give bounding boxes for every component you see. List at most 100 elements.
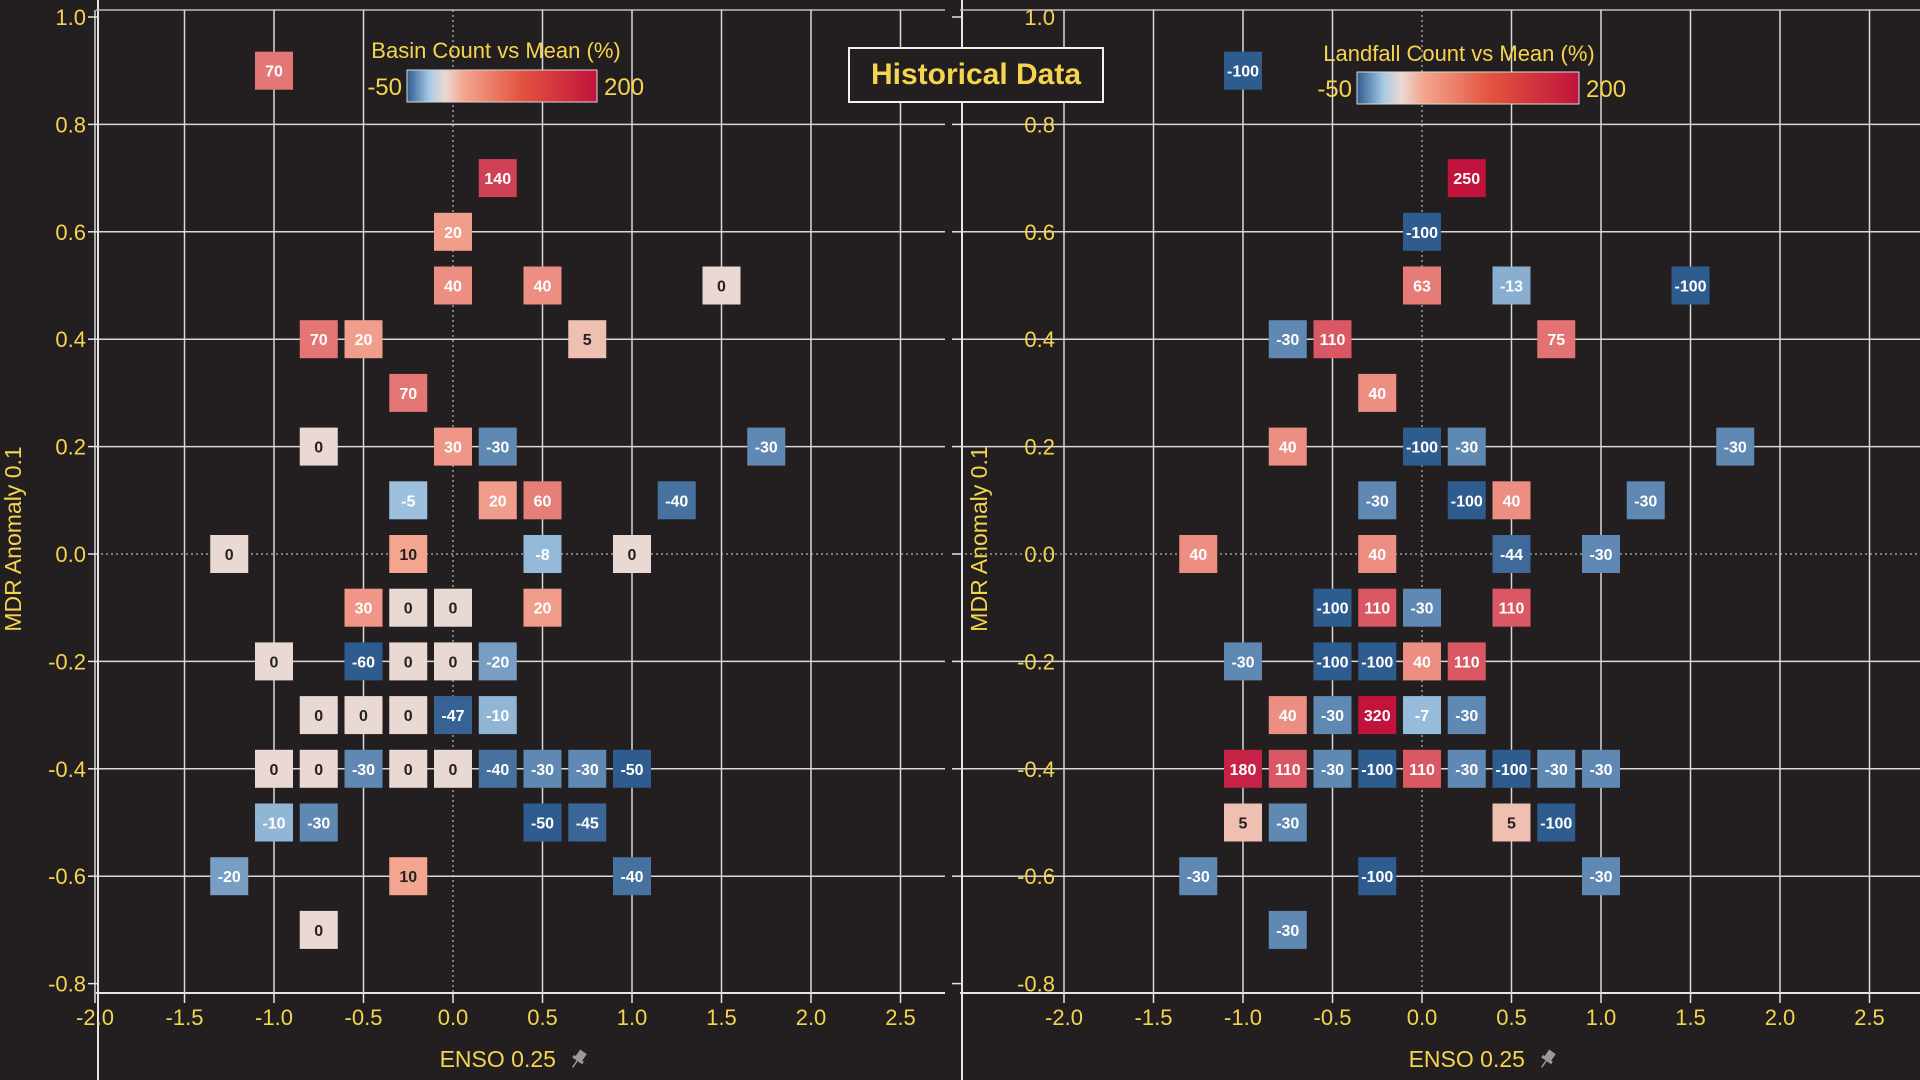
heatmap-cell-value: -100	[1316, 601, 1348, 618]
heatmap-cell-fill	[657, 481, 696, 520]
heatmap-cell: -30	[1224, 642, 1262, 681]
heatmap-cell: 75	[1537, 320, 1576, 359]
legend-min-label: -50	[367, 74, 402, 101]
heatmap-cell-fill	[1358, 749, 1397, 788]
heatmap-cell-fill	[478, 427, 517, 466]
heatmap-cell: 0	[702, 266, 741, 305]
heatmap-cell-value: 0	[404, 601, 413, 618]
heatmap-cell-fill	[1224, 642, 1262, 681]
heatmap-cell-fill	[1224, 803, 1262, 842]
heatmap-cell: 20	[434, 212, 472, 251]
heatmap-cell-value: 0	[314, 762, 323, 779]
heatmap-cell-value: 0	[314, 923, 323, 940]
heatmap-cell: 0	[210, 535, 249, 573]
y-tick-label: 1.0	[1024, 5, 1055, 30]
heatmap-cell: 70	[389, 373, 428, 412]
x-axis-label: ENSO 0.25	[1409, 1046, 1525, 1072]
heatmap-cell-value: -100	[1451, 493, 1483, 510]
heatmap-cell-fill	[434, 749, 472, 788]
heatmap-cell-fill	[1537, 320, 1576, 359]
heatmap-cell: 5	[1492, 803, 1531, 842]
y-tick-label: -0.4	[1017, 757, 1055, 782]
heatmap-cell-value: 0	[628, 547, 637, 564]
heatmap-cell-fill	[478, 642, 517, 681]
heatmap-cell: -30	[1447, 427, 1486, 466]
heatmap-cell-fill	[523, 266, 562, 305]
heatmap-cell-value: -10	[486, 708, 509, 725]
y-tick-label: 0.0	[1024, 542, 1055, 567]
heatmap-cell: 40	[434, 266, 472, 305]
heatmap-cell-fill	[1313, 588, 1352, 627]
heatmap-cell: -30	[1313, 749, 1352, 788]
heatmap-cell-value: 250	[1453, 171, 1480, 188]
heatmap-cell-value: -30	[1455, 708, 1478, 725]
heatmap-cell-value: 20	[534, 601, 552, 618]
heatmap-cell-value: -30	[1634, 493, 1657, 510]
heatmap-cell-fill	[434, 588, 472, 627]
heatmap-cell-value: 110	[1499, 601, 1525, 618]
heatmap-cell-fill	[299, 696, 338, 735]
heatmap-cell-value: 10	[399, 547, 417, 564]
y-tick-label: -0.8	[48, 972, 86, 997]
y-tick-label: -0.4	[48, 757, 86, 782]
legend-colorbar	[1356, 71, 1580, 105]
heatmap-cell: 0	[434, 642, 472, 681]
heatmap-cell-value: 20	[489, 493, 507, 510]
heatmap-cell: -47	[434, 696, 472, 735]
heatmap-cell-value: 110	[1454, 654, 1480, 671]
heatmap-cell-fill	[1268, 320, 1307, 359]
heatmap-cell-fill	[389, 642, 428, 681]
heatmap-cell-value: -40	[665, 493, 688, 510]
heatmap-cell-value: 0	[314, 440, 323, 457]
heatmap-cell-value: 75	[1547, 332, 1565, 349]
heatmap-cell: -30	[747, 427, 786, 466]
heatmap-cell: 0	[389, 696, 428, 735]
heatmap-cell: -30	[1268, 320, 1307, 359]
heatmap-cell: -40	[478, 749, 517, 788]
heatmap-cell-fill	[478, 696, 517, 735]
heatmap-cell: -30	[1447, 696, 1486, 735]
heatmap-cell-value: 70	[310, 332, 328, 349]
heatmap-cell-value: 0	[449, 601, 458, 618]
heatmap-cell: 20	[478, 481, 517, 520]
heatmap-cell-value: -10	[262, 816, 285, 833]
heatmap-cell-value: 70	[399, 386, 417, 403]
heatmap-cell-fill	[1537, 749, 1576, 788]
x-tick-label: 1.5	[1675, 1005, 1706, 1030]
x-tick-label: 1.5	[706, 1005, 737, 1030]
color-legend: Basin Count vs Mean (%) -50 200	[367, 38, 644, 103]
legend-title: Basin Count vs Mean (%)	[371, 38, 620, 63]
heatmap-cell-value: -5	[401, 493, 415, 510]
heatmap-cell-value: -30	[1276, 816, 1299, 833]
heatmap-cell-value: 40	[1413, 654, 1431, 671]
heatmap-cell-fill	[478, 159, 517, 198]
heatmap-cell: -60	[344, 642, 383, 681]
heatmap-cell-fill	[389, 857, 428, 896]
heatmap-cell-value: 40	[534, 279, 552, 296]
y-tick-label: 0.2	[55, 435, 86, 460]
heatmap-cell-value: -30	[1589, 762, 1612, 779]
heatmap-cell-value: -8	[535, 547, 549, 564]
heatmap-cell-value: 40	[1368, 386, 1386, 403]
heatmap-cell-fill	[1313, 696, 1352, 735]
heatmap-cell-value: -20	[486, 654, 509, 671]
heatmap-cell: 0	[299, 749, 338, 788]
heatmap-cell: -30	[1268, 910, 1307, 949]
heatmap-cell: 5	[568, 320, 607, 359]
heatmap-cell: -7	[1403, 696, 1441, 735]
heatmap-cell: 20	[344, 320, 383, 359]
heatmap-cell-value: -30	[1321, 762, 1344, 779]
x-tick-label: 2.5	[1854, 1005, 1885, 1030]
heatmap-cell-fill	[1447, 427, 1486, 466]
heatmap-cell-value: 0	[270, 654, 279, 671]
heatmap-cell-fill	[1447, 696, 1486, 735]
heatmap-cell-fill	[344, 696, 383, 735]
heatmap-cell-fill	[1492, 266, 1531, 305]
pin-icon	[571, 1049, 587, 1068]
heatmap-cell-value: -40	[486, 762, 509, 779]
heatmap-cell-fill	[434, 266, 472, 305]
heatmap-cell-value: -30	[1589, 869, 1612, 886]
heatmap-cell-fill	[1224, 749, 1262, 788]
heatmap-cell-value: 0	[404, 708, 413, 725]
